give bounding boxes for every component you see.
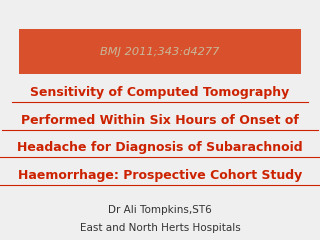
Text: BMJ 2011;343:d4277: BMJ 2011;343:d4277 <box>100 47 220 57</box>
Text: Headache for Diagnosis of Subarachnoid: Headache for Diagnosis of Subarachnoid <box>17 141 303 154</box>
Text: East and North Herts Hospitals: East and North Herts Hospitals <box>80 223 240 234</box>
Text: Haemorrhage: Prospective Cohort Study: Haemorrhage: Prospective Cohort Study <box>18 169 302 182</box>
FancyBboxPatch shape <box>19 29 301 74</box>
Text: Performed Within Six Hours of Onset of: Performed Within Six Hours of Onset of <box>21 114 299 126</box>
Text: Dr Ali Tompkins,ST6: Dr Ali Tompkins,ST6 <box>108 205 212 215</box>
Text: Sensitivity of Computed Tomography: Sensitivity of Computed Tomography <box>30 86 290 99</box>
